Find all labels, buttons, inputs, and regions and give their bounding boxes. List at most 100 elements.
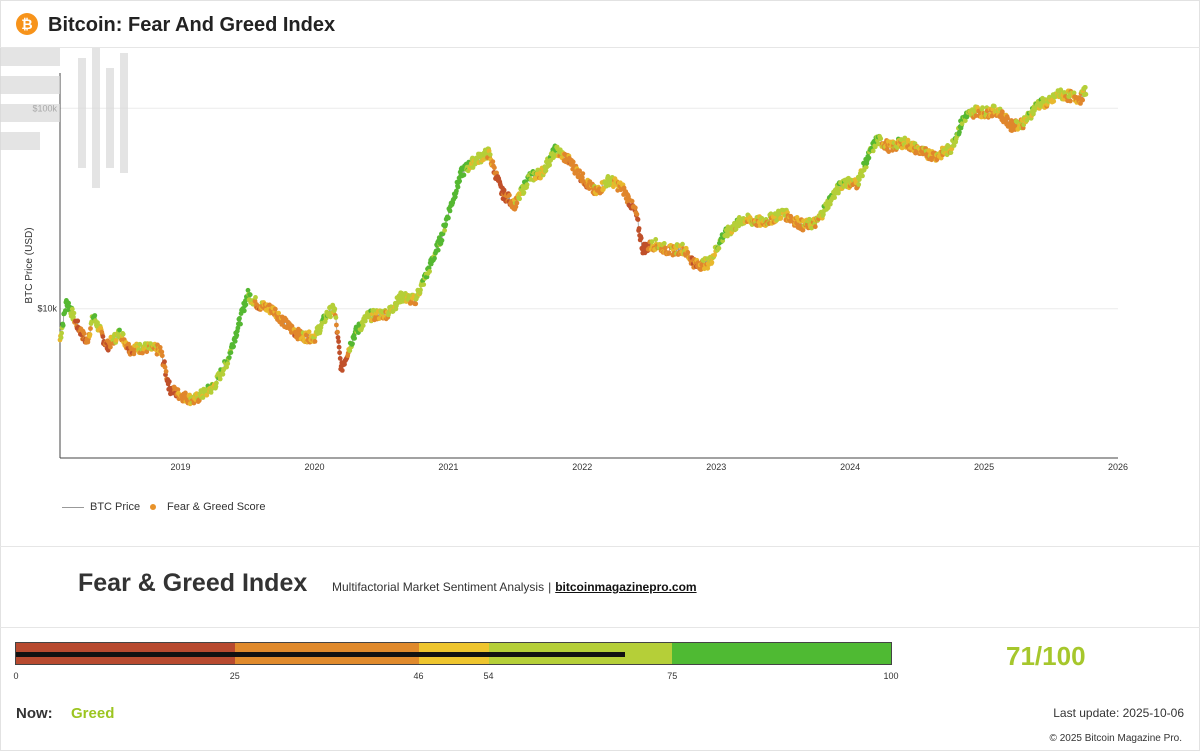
score-marker (276, 310, 281, 316)
x-tick-label: 2026 (1108, 462, 1128, 472)
score-marker (454, 188, 459, 194)
score-marker (352, 335, 357, 341)
copyright: © 2025 Bitcoin Magazine Pro. (1049, 733, 1182, 744)
score-marker (709, 260, 715, 265)
score-marker (490, 159, 496, 164)
score-marker (634, 211, 640, 217)
score-marker (71, 310, 77, 316)
x-tick-label: 2023 (706, 462, 726, 472)
score-marker (856, 182, 862, 187)
score-marker (113, 338, 119, 343)
score-marker (337, 356, 343, 361)
score-marker (570, 159, 576, 165)
score-marker (166, 379, 172, 384)
score-marker (439, 238, 445, 243)
score-marker (304, 332, 309, 338)
score-marker (1083, 91, 1089, 97)
score-marker (621, 185, 627, 191)
bitcoin-icon: ₿ (16, 13, 38, 35)
score-marker (832, 195, 837, 201)
score-marker (231, 344, 237, 349)
score-marker (680, 241, 685, 247)
legend-score-label[interactable]: Fear & Greed Score (167, 501, 266, 513)
score-marker (870, 148, 876, 154)
score-marker (934, 157, 940, 163)
score-marker (66, 300, 71, 306)
score-marker (638, 235, 644, 241)
score-marker (58, 335, 64, 340)
score-marker (75, 318, 81, 324)
score-marker (60, 323, 66, 328)
score-marker (334, 322, 339, 328)
score-marker (547, 162, 552, 168)
score-marker (225, 361, 231, 366)
score-marker (159, 353, 165, 359)
score-marker (457, 178, 462, 184)
score-marker (88, 326, 93, 331)
score-marker (245, 287, 251, 293)
score-marker (272, 306, 278, 312)
score-marker (81, 331, 87, 336)
score-marker (175, 387, 181, 392)
score-marker (131, 351, 137, 357)
score-marker (234, 332, 240, 338)
score-marker (235, 325, 241, 331)
score-marker (238, 321, 243, 327)
score-marker (335, 329, 340, 335)
btc-price-line (59, 87, 1087, 405)
score-marker (312, 339, 318, 344)
score-marker (778, 215, 784, 221)
score-marker (980, 105, 985, 110)
score-marker (629, 198, 635, 204)
score-marker (228, 350, 234, 355)
price-chart[interactable]: $10k $100k 2019 2020 2021 2022 2023 2024 2025 202… (0, 48, 1200, 546)
score-marker (333, 315, 339, 320)
index-banner: Fear & Greed Index Multifactorial Market… (0, 547, 1200, 628)
x-tick-label: 2024 (840, 462, 860, 472)
legend-price-label[interactable]: BTC Price (90, 501, 141, 513)
score-value: 71/100 (1006, 641, 1086, 671)
score-marker (204, 392, 210, 398)
score-marker (1005, 115, 1010, 121)
score-marker (117, 327, 122, 333)
score-marker (253, 295, 258, 300)
score-marker (336, 344, 342, 350)
score-marker (716, 245, 722, 251)
banner-subtitle-row: Multifactorial Market Sentiment Analysis… (332, 580, 697, 594)
score-marker (666, 250, 672, 256)
y-tick-label: $10k (37, 304, 57, 314)
score-marker (1080, 97, 1085, 103)
score-marker (243, 302, 249, 308)
y-axis-label: BTC Price (USD) (24, 227, 35, 303)
score-marker (513, 204, 519, 210)
score-marker (632, 205, 638, 211)
now-label: Now: (16, 705, 53, 722)
score-marker (580, 171, 586, 176)
score-marker (809, 225, 814, 231)
score-marker (685, 250, 691, 255)
score-marker (350, 341, 355, 347)
x-tick-label: 2019 (171, 462, 191, 472)
score-marker (59, 330, 64, 336)
banner-link[interactable]: bitcoinmagazinepro.com (555, 580, 697, 594)
score-marker (863, 164, 869, 170)
chart-area[interactable]: $10k $100k 2019 2020 2021 2022 2023 2024 2025 202… (0, 48, 1200, 547)
score-marker (962, 118, 968, 124)
score-marker (487, 152, 493, 157)
score-marker (860, 173, 865, 179)
score-marker (232, 338, 238, 344)
score-marker (733, 226, 739, 232)
score-marker (517, 196, 522, 202)
header: ₿ Bitcoin: Fear And Greed Index (0, 0, 1200, 48)
score-marker (362, 318, 368, 324)
score-marker (442, 228, 447, 233)
score-marker (886, 149, 892, 154)
score-marker (108, 344, 113, 350)
score-marker (959, 121, 965, 127)
score-marker (452, 194, 458, 200)
score-marker (328, 314, 333, 320)
score-marker (579, 175, 585, 180)
score-marker (991, 103, 997, 109)
score-marker (447, 208, 453, 214)
score-marker (705, 265, 711, 271)
